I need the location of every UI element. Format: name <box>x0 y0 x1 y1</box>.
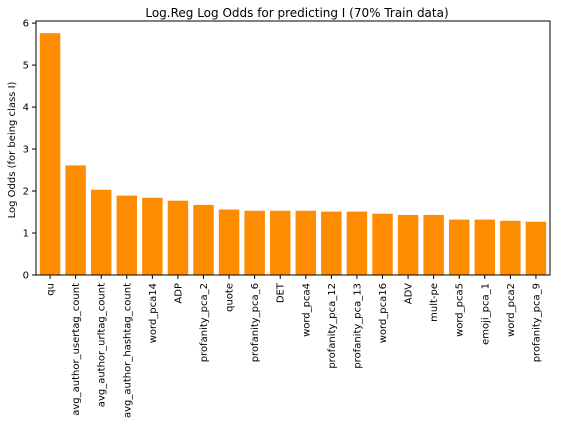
bar-mult-pe <box>423 214 444 275</box>
x-tick-label: ADP <box>173 283 184 304</box>
bar-qu <box>39 33 61 276</box>
bar-ADV <box>397 214 419 275</box>
y-axis-label: Log Odds (for being class I) <box>7 81 18 218</box>
x-tick-label: DET <box>276 282 287 303</box>
bar-profanity_pca_6 <box>244 210 265 275</box>
bar-word_pca14 <box>142 197 163 275</box>
x-tick-label: qu <box>46 283 57 296</box>
x-tick-label: profanity_pca_13 <box>352 283 363 369</box>
x-tick-label: ADV <box>404 283 415 304</box>
bar-DET <box>269 210 291 275</box>
bar-profanity_pca_12 <box>321 211 342 275</box>
x-axis-ticks: qu avg_author_usertag_count avg_author_url… <box>46 275 542 418</box>
bar-profanity_pca_9 <box>525 221 547 275</box>
y-tick-label: 5 <box>23 61 29 72</box>
x-tick-label: profanity_pca_2 <box>199 283 210 362</box>
bar-avg_author_usertag_count <box>65 165 86 275</box>
bar-avg_author_urltag_count <box>90 189 112 275</box>
x-tick-label: profanity_pca_12 <box>327 283 338 369</box>
bar-profanity_pca_2 <box>193 204 214 275</box>
y-tick-label: 0 <box>23 271 29 282</box>
x-tick-label: mult-pe <box>429 283 440 322</box>
y-tick-label: 1 <box>23 229 29 240</box>
y-axis-ticks: 0 1 2 3 4 5 6 <box>23 19 36 282</box>
bar-emoji_pca_1 <box>474 219 496 275</box>
bar-quote <box>218 209 240 275</box>
x-tick-label: profanity_pca_6 <box>250 283 261 362</box>
y-tick-label: 2 <box>23 187 29 198</box>
bar-word_pca16 <box>372 213 393 275</box>
plot-frame <box>35 20 551 276</box>
bar-profanity_pca_13 <box>346 211 368 275</box>
y-tick-label: 3 <box>23 145 29 156</box>
x-tick-label: word_pca2 <box>506 283 517 337</box>
chart-title: Log.Reg Log Odds for predicting I (70% T… <box>145 6 448 20</box>
x-tick-label: word_pca14 <box>148 283 159 343</box>
bar-avg_author_hashtag_count <box>116 195 138 275</box>
y-tick-label: 4 <box>23 103 29 114</box>
x-tick-label: word_pca4 <box>301 283 312 337</box>
bar-word_pca4 <box>295 210 317 275</box>
bar-ADP <box>167 200 189 275</box>
bars <box>39 33 547 276</box>
y-tick-label: 6 <box>23 19 29 30</box>
bar-word_pca5 <box>448 219 470 275</box>
x-tick-label: avg_author_usertag_count <box>71 283 82 416</box>
x-tick-label: profanity_pca_9 <box>531 283 542 362</box>
x-tick-label: avg_author_hashtag_count <box>122 283 133 418</box>
x-tick-label: word_pca16 <box>378 283 389 343</box>
x-tick-label: emoji_pca_1 <box>480 283 491 345</box>
x-tick-label: word_pca5 <box>455 283 466 337</box>
bar-word_pca2 <box>500 220 521 275</box>
x-tick-label: quote <box>225 283 236 312</box>
x-tick-label: avg_author_urltag_count <box>97 283 108 407</box>
